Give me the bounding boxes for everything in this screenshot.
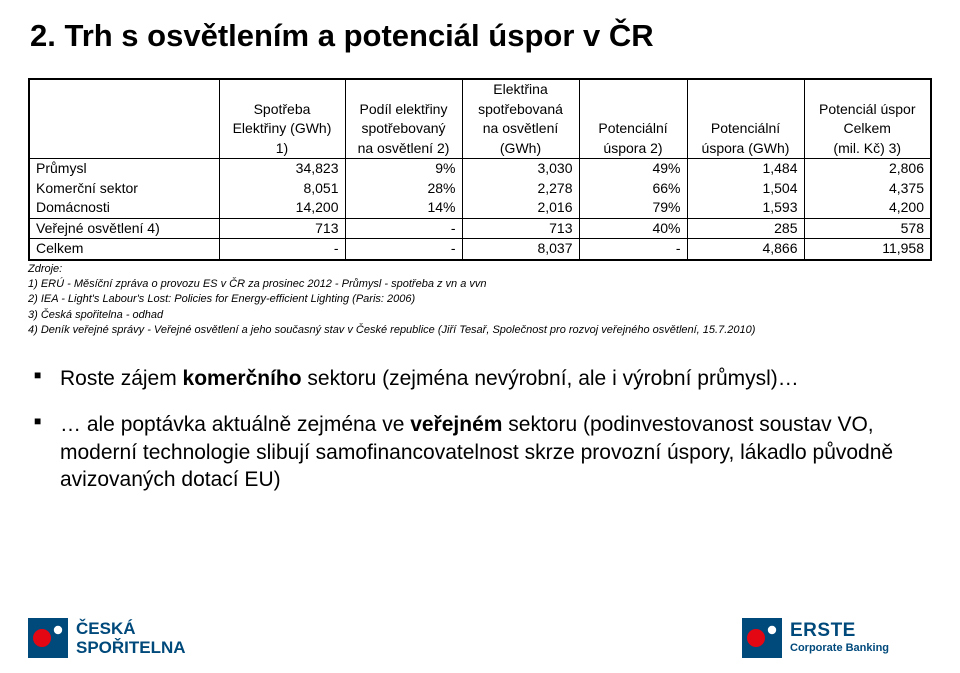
page-title: 2. Trh s osvětlením a potenciál úspor v … (30, 18, 932, 54)
column-header (30, 119, 219, 139)
source-line: 4) Deník veřejné správy - Veřejné osvětl… (28, 323, 932, 337)
cell-value: 11,958 (804, 239, 930, 259)
column-header: Elektřiny (GWh) (219, 119, 345, 139)
cell-value: 28% (345, 179, 462, 199)
cell-value: 2,806 (804, 159, 930, 179)
svg-text:ERSTE: ERSTE (790, 620, 856, 641)
cell-value: 9% (345, 159, 462, 179)
column-header (687, 80, 804, 100)
cell-value: 4,200 (804, 198, 930, 218)
sources-heading: Zdroje: (28, 262, 932, 276)
bullet-text: komerčního (183, 367, 308, 390)
svg-text:Corporate Banking: Corporate Banking (790, 642, 889, 654)
cell-value: 14,200 (219, 198, 345, 218)
column-header: úspora (GWh) (687, 139, 804, 159)
footer: ČESKÁSPOŘITELNA ERSTECorporate Banking (0, 615, 960, 673)
erste-logo-icon: ERSTECorporate Banking (742, 616, 932, 660)
table-row: Celkem--8,037-4,86611,958 (30, 239, 930, 259)
row-label: Domácnosti (30, 198, 219, 218)
column-header (579, 100, 687, 120)
column-header (30, 80, 219, 100)
table-row: Komerční sektor8,05128%2,27866%1,5044,37… (30, 179, 930, 199)
row-label: Komerční sektor (30, 179, 219, 199)
bullet-text: … ale poptávka aktuálně zejména ve (60, 413, 410, 436)
source-line: 2) IEA - Light's Labour's Lost: Policies… (28, 292, 932, 306)
sources-block: Zdroje:1) ERÚ - Měsíční zpráva o provozu… (28, 262, 932, 337)
bullet-item: Roste zájem komerčního sektoru (zejména … (32, 365, 932, 393)
column-header: Potenciál úspor (804, 100, 930, 120)
column-header: Celkem (804, 119, 930, 139)
column-header: spotřebovaná (462, 100, 579, 120)
table-row: Domácnosti14,20014%2,01679%1,5934,200 (30, 198, 930, 218)
cell-value: 1,504 (687, 179, 804, 199)
column-header: spotřebovaný (345, 119, 462, 139)
row-label: Veřejné osvětlení 4) (30, 218, 219, 239)
cell-value: - (579, 239, 687, 259)
logo-erste: ERSTECorporate Banking (742, 616, 932, 665)
row-label: Celkem (30, 239, 219, 259)
cell-value: 79% (579, 198, 687, 218)
cell-value: 2,016 (462, 198, 579, 218)
row-label: Průmysl (30, 159, 219, 179)
cell-value: 713 (462, 218, 579, 239)
column-header (30, 100, 219, 120)
column-header: (mil. Kč) 3) (804, 139, 930, 159)
cell-value: 4,375 (804, 179, 930, 199)
column-header: (GWh) (462, 139, 579, 159)
column-header: na osvětlení 2) (345, 139, 462, 159)
column-header: Podíl elektřiny (345, 100, 462, 120)
cell-value: 49% (579, 159, 687, 179)
cell-value: 578 (804, 218, 930, 239)
column-header (687, 100, 804, 120)
logo-ceska-sporitelna: ČESKÁSPOŘITELNA (28, 616, 198, 665)
cell-value: 66% (579, 179, 687, 199)
data-table: Elektřina SpotřebaPodíl elektřinyspotřebo… (28, 78, 932, 261)
column-header (804, 80, 930, 100)
cell-value: 2,278 (462, 179, 579, 199)
cell-value: 1,593 (687, 198, 804, 218)
cell-value: 3,030 (462, 159, 579, 179)
cell-value: 1,484 (687, 159, 804, 179)
bullet-text: Roste zájem (60, 367, 183, 390)
cell-value: 34,823 (219, 159, 345, 179)
bullet-item: … ale poptávka aktuálně zejména ve veřej… (32, 411, 932, 494)
cell-value: - (345, 239, 462, 259)
column-header: Potenciální (579, 119, 687, 139)
column-header (219, 80, 345, 100)
sporitelna-logo-icon: ČESKÁSPOŘITELNA (28, 616, 198, 660)
cell-value: 8,037 (462, 239, 579, 259)
bullet-list: Roste zájem komerčního sektoru (zejména … (32, 365, 932, 494)
column-header: 1) (219, 139, 345, 159)
column-header: Elektřina (462, 80, 579, 100)
cell-value: 285 (687, 218, 804, 239)
column-header: úspora 2) (579, 139, 687, 159)
source-line: 1) ERÚ - Měsíční zpráva o provozu ES v Č… (28, 277, 932, 291)
column-header (30, 139, 219, 159)
column-header: Spotřeba (219, 100, 345, 120)
column-header: Potenciální (687, 119, 804, 139)
column-header (579, 80, 687, 100)
cell-value: 14% (345, 198, 462, 218)
source-line: 3) Česká spořitelna - odhad (28, 308, 932, 322)
cell-value: 8,051 (219, 179, 345, 199)
table-row: Průmysl34,8239%3,03049%1,4842,806 (30, 159, 930, 179)
bullet-text: veřejném (410, 413, 508, 436)
cell-value: 4,866 (687, 239, 804, 259)
cell-value: - (219, 239, 345, 259)
cell-value: 713 (219, 218, 345, 239)
column-header (345, 80, 462, 100)
column-header: na osvětlení (462, 119, 579, 139)
svg-text:ČESKÁ: ČESKÁ (76, 619, 136, 638)
cell-value: 40% (579, 218, 687, 239)
cell-value: - (345, 218, 462, 239)
table-row: Veřejné osvětlení 4)713-71340%285578 (30, 218, 930, 239)
bullet-text: sektoru (zejména nevýrobní, ale i výrobn… (307, 367, 798, 390)
svg-text:SPOŘITELNA: SPOŘITELNA (76, 638, 186, 657)
